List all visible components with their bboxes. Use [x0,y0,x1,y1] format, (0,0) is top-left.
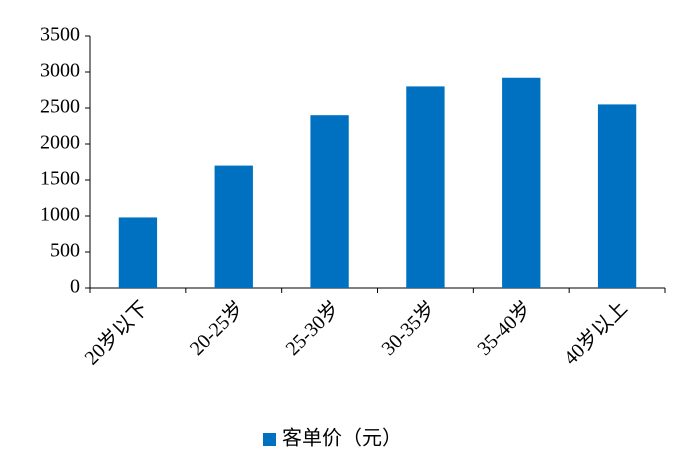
y-tick-label: 1500 [40,168,80,190]
x-tick-label: 25-30岁 [281,297,344,360]
bar [502,77,541,288]
bar [310,115,349,288]
x-tick-label: 40岁以上 [559,297,632,370]
y-tick-label: 2500 [40,96,80,118]
bar [406,86,445,289]
y-tick-label: 2000 [40,132,80,154]
y-tick-label: 3000 [40,60,80,82]
x-tick-label: 20-25岁 [185,297,248,360]
bar [597,104,637,289]
bar [118,217,158,288]
x-tick-label: 35-40岁 [473,297,536,360]
bar [214,165,253,288]
y-tick-label: 0 [70,276,80,298]
legend-swatch [263,433,276,446]
x-tick-label: 20岁以下 [80,297,153,370]
y-tick-label: 3500 [40,24,80,46]
y-tick-label: 1000 [40,204,80,226]
y-tick-label: 500 [50,240,80,262]
x-tick-label: 30-35岁 [377,297,440,360]
legend-label: 客单价（元） [282,427,402,450]
